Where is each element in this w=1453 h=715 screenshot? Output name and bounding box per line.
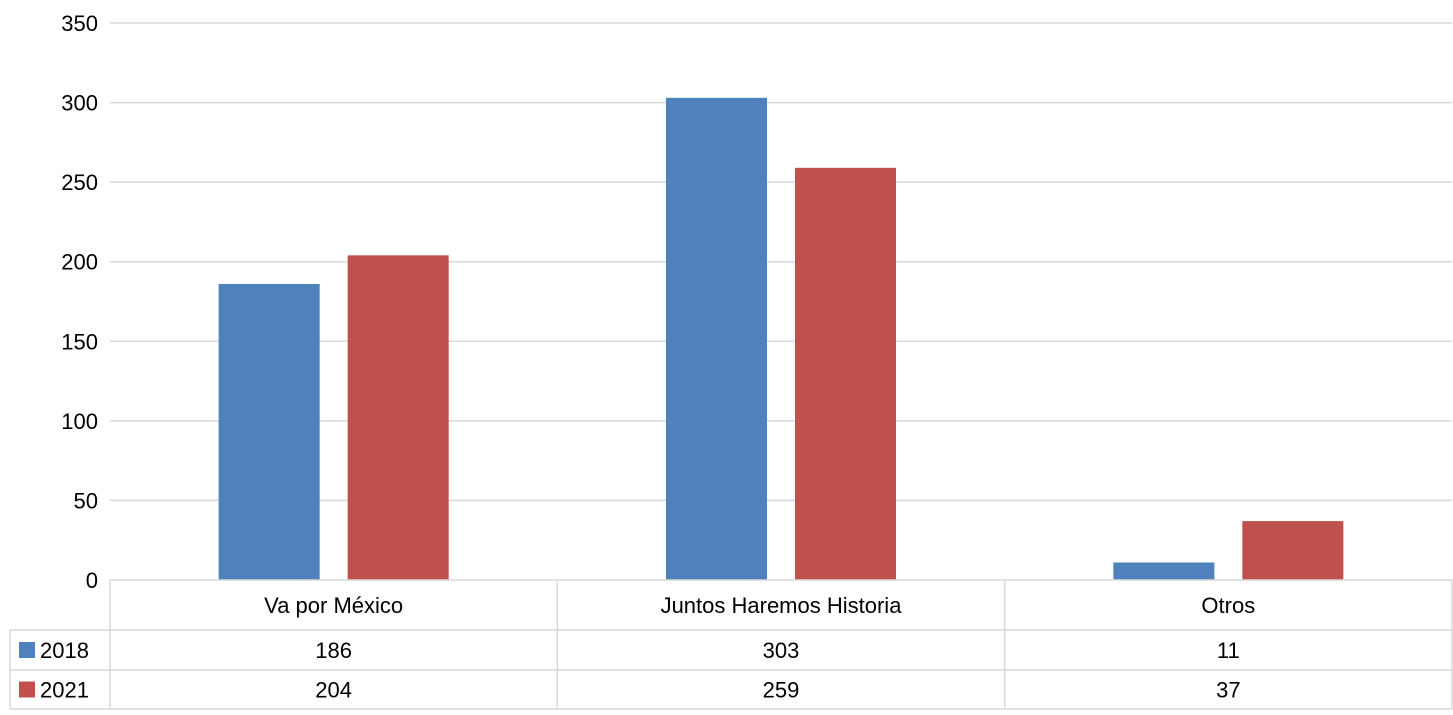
table-value-2021-3: 37: [1216, 678, 1240, 703]
legend-label-2021: 2021: [40, 678, 89, 703]
category-label-3: Otros: [1201, 593, 1255, 618]
data-table: Va por México Juntos Haremos Historia Otro…: [9, 579, 1453, 710]
legend-label-2018: 2018: [40, 638, 89, 663]
bar-2018-2: [666, 97, 767, 580]
bar-2018-1: [218, 283, 320, 580]
gridlines: [110, 22, 1452, 502]
y-tick-label-150: 150: [61, 329, 98, 354]
y-tick-label-350: 350: [61, 11, 98, 36]
y-tick-label-300: 300: [61, 91, 98, 116]
legend-key-2018: [19, 642, 35, 658]
bar-2021-1: [347, 255, 449, 580]
bar-2021-3: [1242, 521, 1344, 580]
y-tick-label-250: 250: [61, 170, 98, 195]
y-tick-label-100: 100: [61, 409, 98, 434]
y-tick-label-0: 0: [86, 568, 98, 593]
table-value-2021-1: 204: [315, 678, 352, 703]
table-value-2018-1: 186: [315, 638, 352, 663]
table-value-2018-3: 11: [1217, 638, 1240, 663]
y-tick-label-50: 50: [74, 488, 98, 513]
table-value-2018-2: 303: [763, 638, 800, 663]
table-value-2021-2: 259: [763, 678, 800, 703]
y-axis-tick-labels: 0 50 100 150 200 250 300 350: [61, 11, 98, 593]
bar-2021-2: [795, 167, 896, 580]
legend-key-2021: [19, 681, 35, 698]
y-tick-label-200: 200: [61, 250, 98, 275]
category-label-2: Juntos Haremos Historia: [661, 593, 903, 618]
category-label-1: Va por México: [264, 593, 403, 618]
bars: [218, 97, 1344, 580]
bar-2018-3: [1113, 562, 1215, 580]
